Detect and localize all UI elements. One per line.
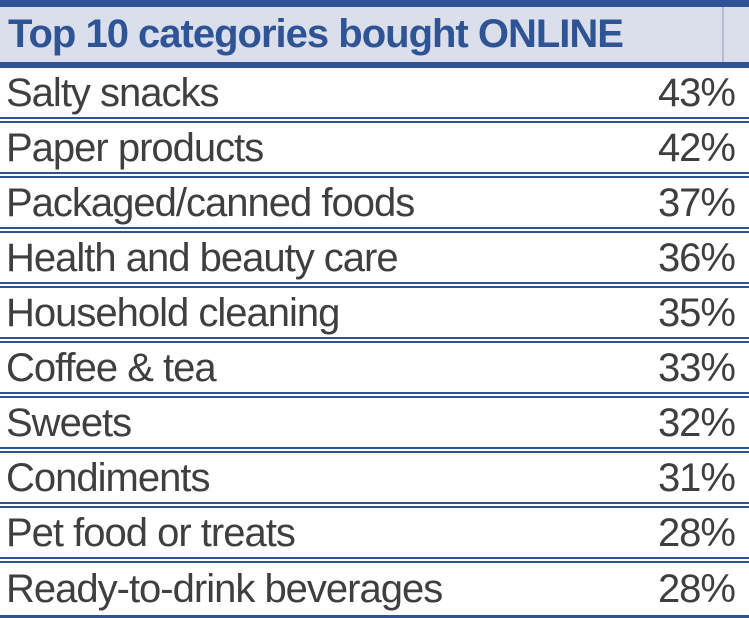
table-row: Condiments 31% <box>0 453 749 508</box>
percent-value: 32% <box>657 400 736 445</box>
category-label: Sweets <box>6 400 132 445</box>
percent-value: 43% <box>657 70 736 115</box>
category-label: Packaged/canned foods <box>6 180 415 225</box>
top-border <box>0 0 749 7</box>
table-title: Top 10 categories bought ONLINE <box>8 12 624 56</box>
table-row: Pet food or treats 28% <box>0 508 749 563</box>
table-row: Ready-to-drink beverages 28% <box>0 563 749 618</box>
table-row: Coffee & tea 33% <box>0 343 749 398</box>
category-label: Ready-to-drink beverages <box>6 567 443 611</box>
table-row: Sweets 32% <box>0 398 749 453</box>
category-label: Condiments <box>6 455 210 500</box>
percent-value: 35% <box>657 290 736 335</box>
percent-value: 31% <box>657 455 736 500</box>
table-row: Health and beauty care 36% <box>0 233 749 288</box>
table-row: Packaged/canned foods 37% <box>0 178 749 233</box>
percent-value: 36% <box>657 235 736 280</box>
category-label: Paper products <box>6 125 264 170</box>
category-label: Pet food or treats <box>6 510 296 555</box>
header-column-divider <box>722 7 724 62</box>
table-rows: Salty snacks 43% Paper products 42% Packaged… <box>0 68 749 618</box>
percent-value: 42% <box>657 125 736 170</box>
table-row: Salty snacks 43% <box>0 68 749 123</box>
category-label: Health and beauty care <box>6 235 399 280</box>
header-bottom-border <box>0 62 749 68</box>
percent-value: 28% <box>657 567 736 611</box>
category-label: Household cleaning <box>6 290 340 335</box>
table-header: Top 10 categories bought ONLINE <box>0 7 749 62</box>
category-label: Salty snacks <box>6 70 220 115</box>
category-label: Coffee & tea <box>6 345 217 390</box>
table-row: Household cleaning 35% <box>0 288 749 343</box>
percent-value: 37% <box>657 180 736 225</box>
percent-value: 28% <box>657 510 736 555</box>
percent-value: 33% <box>657 345 736 390</box>
table-row: Paper products 42% <box>0 123 749 178</box>
